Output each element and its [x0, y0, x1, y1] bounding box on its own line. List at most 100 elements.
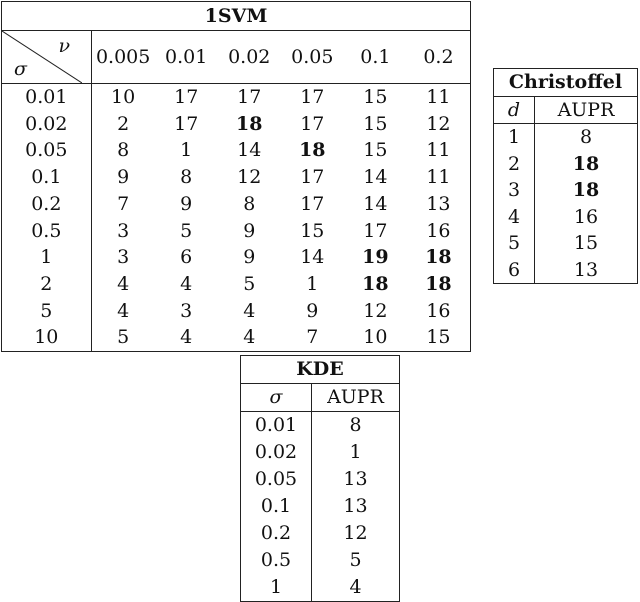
kde-aupr-cell: 8 — [349, 414, 362, 436]
aupr-cell: 4 — [117, 272, 130, 295]
aupr-cell: 18 — [236, 112, 263, 135]
svm-header-row: ν σ 0.005 0.01 0.02 0.05 0.1 0.2 — [1, 30, 471, 84]
kde-table: KDE σ AUPR 0.01 8 0.02 1 0.05 13 0.1 13 0.2 12 0.5… — [240, 355, 400, 602]
aupr-cell: 11 — [426, 166, 451, 189]
aupr-cell: 18 — [425, 272, 452, 295]
svm-row: 0.01 10 17 17 17 15 11 — [1, 83, 471, 111]
kde-param-cell: 0.2 — [240, 520, 312, 547]
aupr-cell: 9 — [180, 192, 193, 215]
christoffel-param-cell: 1 — [493, 123, 535, 151]
aupr-cell: 2 — [117, 112, 130, 135]
christoffel-param-cell: 5 — [493, 230, 535, 257]
christoffel-title-row: Christoffel — [493, 68, 638, 97]
aupr-cell: 4 — [243, 326, 256, 349]
aupr-cell: 7 — [306, 326, 319, 349]
aupr-cell: 12 — [237, 166, 262, 189]
kde-aupr-cell: 1 — [349, 441, 362, 463]
kde-row: 0.02 1 — [240, 439, 400, 466]
christoffel-title: Christoffel — [493, 68, 638, 97]
kde-row: 0.2 12 — [240, 520, 400, 547]
nu-header: 0.2 — [406, 30, 471, 84]
aupr-cell: 17 — [300, 86, 325, 108]
aupr-cell: 17 — [363, 219, 388, 242]
kde-param-cell: 1 — [240, 574, 312, 602]
christoffel-row: 4 16 — [493, 203, 638, 230]
christoffel-table: Christoffel d AUPR 1 8 2 18 3 18 4 16 5 15 6 13 — [493, 68, 638, 284]
sigma-value: 0.02 — [1, 110, 92, 138]
sigma-value: 1 — [1, 244, 92, 271]
kde-title: KDE — [240, 355, 400, 384]
svm-title-row: 1SVM — [1, 1, 471, 31]
kde-param-cell: 0.05 — [240, 466, 312, 493]
christoffel-param-cell: 6 — [493, 256, 535, 284]
svm-table: 1SVM ν σ 0.005 0.01 0.02 0.05 0.1 0.2 0.… — [1, 1, 471, 353]
aupr-cell: 18 — [362, 272, 389, 295]
aupr-cell: 6 — [180, 246, 193, 269]
kde-param-cell: 0.01 — [240, 411, 312, 439]
aupr-cell: 15 — [363, 139, 388, 162]
aupr-cell: 4 — [117, 299, 130, 322]
svm-row: 10 5 4 4 7 10 15 — [1, 324, 471, 352]
aupr-cell: 3 — [180, 299, 193, 322]
sigma-value: 2 — [1, 270, 92, 298]
sigma-value: 0.01 — [1, 83, 92, 111]
kde-aupr-cell: 4 — [349, 576, 362, 598]
kde-param-cell: 0.02 — [240, 439, 312, 466]
svm-row: 0.5 3 5 9 15 17 16 — [1, 217, 471, 245]
aupr-cell: 17 — [300, 192, 325, 215]
aupr-cell: 9 — [306, 299, 319, 322]
christoffel-row: 3 18 — [493, 177, 638, 204]
kde-row: 0.05 13 — [240, 466, 400, 493]
kde-row: 0.01 8 — [240, 411, 400, 439]
aupr-cell: 4 — [180, 272, 193, 295]
kde-row: 0.5 5 — [240, 547, 400, 574]
aupr-cell: 7 — [117, 192, 130, 215]
kde-aupr-cell: 5 — [349, 549, 362, 571]
kde-title-row: KDE — [240, 355, 400, 384]
sigma-value: 0.2 — [1, 190, 92, 218]
sigma-symbol: σ — [14, 58, 27, 80]
aupr-cell: 3 — [117, 246, 130, 269]
aupr-cell: 11 — [426, 86, 451, 108]
svm-title: 1SVM — [1, 1, 471, 31]
aupr-cell: 13 — [426, 192, 451, 215]
aupr-cell: 3 — [117, 219, 130, 242]
kde-aupr-header: AUPR — [311, 383, 400, 412]
kde-row: 0.1 13 — [240, 493, 400, 520]
christoffel-param-cell: 3 — [493, 177, 535, 204]
aupr-cell: 17 — [237, 86, 262, 108]
aupr-cell: 15 — [363, 112, 388, 135]
sigma-value: 5 — [1, 297, 92, 325]
aupr-cell: 18 — [425, 246, 452, 269]
aupr-cell: 17 — [174, 86, 199, 108]
christoffel-aupr-cell: 15 — [573, 232, 599, 254]
kde-header-row: σ AUPR — [240, 383, 400, 412]
aupr-cell: 5 — [117, 326, 130, 349]
nu-header: 0.005 — [91, 30, 155, 84]
aupr-cell: 1 — [306, 272, 319, 295]
christoffel-aupr-cell: 18 — [572, 152, 600, 175]
christoffel-aupr-cell: 16 — [573, 205, 599, 228]
sigma-value: 0.05 — [1, 137, 92, 165]
aupr-cell: 5 — [180, 219, 193, 242]
svm-row: 0.2 7 9 8 17 14 13 — [1, 190, 471, 218]
christoffel-aupr-cell: 8 — [579, 126, 593, 148]
aupr-cell: 15 — [426, 326, 451, 349]
nu-header: 0.05 — [280, 30, 344, 84]
aupr-cell: 8 — [117, 139, 130, 162]
aupr-cell: 10 — [111, 86, 136, 108]
svm-row: 1 3 6 9 14 19 18 — [1, 244, 471, 271]
svm-row: 0.05 8 1 14 18 15 11 — [1, 137, 471, 165]
aupr-cell: 4 — [243, 299, 256, 322]
nu-header: 0.01 — [154, 30, 218, 84]
svm-corner-cell: ν σ — [1, 30, 92, 84]
aupr-cell: 15 — [363, 86, 388, 108]
kde-param-cell: 0.5 — [240, 547, 312, 574]
christoffel-param-cell: 4 — [493, 203, 535, 230]
aupr-cell: 16 — [426, 219, 451, 242]
svm-row: 2 4 4 5 1 18 18 — [1, 270, 471, 298]
kde-aupr-cell: 12 — [343, 522, 368, 544]
diagonal-divider — [2, 31, 82, 83]
svm-row: 0.1 9 8 12 17 14 11 — [1, 164, 471, 191]
